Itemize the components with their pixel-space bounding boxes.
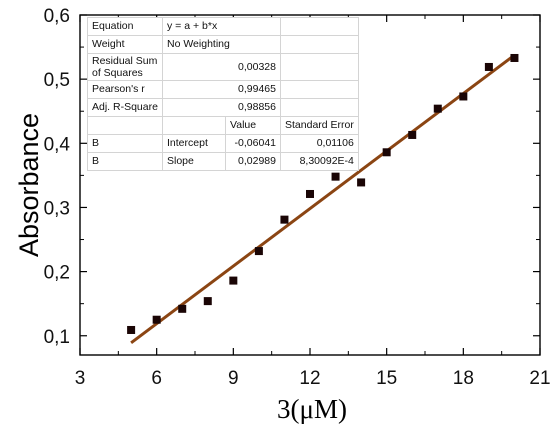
y-tick-label: 0,6 xyxy=(44,6,70,27)
stats-cell: 0,02989 xyxy=(225,152,281,171)
stats-cell: 8,30092E-4 xyxy=(280,152,359,171)
stats-cell: Adj. R-Square xyxy=(87,98,163,117)
stats-row: Value Standard Error xyxy=(87,116,359,135)
x-tick-label: 6 xyxy=(151,368,162,389)
stats-cell xyxy=(162,116,226,135)
stats-cell: 0,98856 xyxy=(162,98,281,117)
data-point xyxy=(203,297,212,306)
data-point xyxy=(254,247,263,256)
data-point xyxy=(152,315,161,324)
y-tick-label: 0,4 xyxy=(44,134,71,155)
x-tick-label: 18 xyxy=(453,368,474,389)
stats-cell: -0,06041 xyxy=(225,134,281,153)
stats-row: B Intercept -0,06041 0,01106 xyxy=(87,134,359,153)
fit-line-group xyxy=(130,53,516,344)
data-point xyxy=(229,276,238,285)
x-tick-label: 9 xyxy=(228,368,239,389)
stats-cell: Slope xyxy=(162,152,226,171)
stats-cell xyxy=(280,80,359,99)
data-point xyxy=(484,62,493,71)
x-tick-label: 21 xyxy=(529,368,550,389)
stats-row: Equation y = a + b*x xyxy=(87,17,359,36)
stats-row: Residual Sum of Squares 0,00328 xyxy=(87,53,359,81)
stats-cell: No Weighting xyxy=(162,35,281,54)
stats-cell: B xyxy=(87,152,163,171)
axis-labels: 3 6 9 12 15 18 21 0,1 0,2 0,3 0,4 0,5 0,6 xyxy=(44,6,550,389)
stats-cell: y = a + b*x xyxy=(162,17,281,36)
stats-cell xyxy=(280,35,359,54)
stats-cell: Intercept xyxy=(162,134,226,153)
data-point xyxy=(408,130,417,139)
y-tick-label: 0,3 xyxy=(44,198,70,219)
data-point xyxy=(510,53,519,62)
data-point xyxy=(433,104,442,113)
y-tick-label: 0,2 xyxy=(44,263,70,284)
stats-cell: 0,99465 xyxy=(162,80,281,99)
stats-row: Pearson's r 0,99465 xyxy=(87,80,359,99)
x-tick-label: 3 xyxy=(75,368,86,389)
stats-cell: 0,01106 xyxy=(280,134,359,153)
stats-row: Weight No Weighting xyxy=(87,35,359,54)
data-point xyxy=(459,92,468,101)
data-points xyxy=(127,53,519,334)
stats-cell xyxy=(280,53,359,81)
fit-line xyxy=(130,53,516,344)
stats-cell: Pearson's r xyxy=(87,80,163,99)
x-tick-label: 15 xyxy=(376,368,397,389)
stats-cell: 0,00328 xyxy=(162,53,281,81)
fit-stats-table: Equation y = a + b*x Weight No Weighting… xyxy=(87,17,359,171)
y-tick-label: 0,1 xyxy=(44,327,70,348)
stats-row: B Slope 0,02989 8,30092E-4 xyxy=(87,152,359,171)
stats-cell xyxy=(87,116,163,135)
data-point xyxy=(306,189,314,198)
stats-cell: B xyxy=(87,134,163,153)
stats-cell: Value xyxy=(225,116,281,135)
stats-cell: Weight xyxy=(87,35,163,54)
data-point xyxy=(178,304,187,313)
data-point xyxy=(331,172,340,181)
data-point xyxy=(127,325,136,334)
stats-cell xyxy=(280,17,359,36)
data-point xyxy=(280,215,289,224)
x-axis-title: 3(μM) xyxy=(277,394,347,424)
data-point xyxy=(382,148,391,157)
stats-cell xyxy=(280,98,359,117)
stats-cell: Standard Error xyxy=(280,116,359,135)
y-axis-title: Absorbance xyxy=(14,113,44,257)
y-tick-label: 0,5 xyxy=(44,70,70,91)
stats-cell: Residual Sum of Squares xyxy=(87,53,163,81)
x-tick-label: 12 xyxy=(299,368,320,389)
data-point xyxy=(357,178,366,187)
stats-row: Adj. R-Square 0,98856 xyxy=(87,98,359,117)
stats-cell: Equation xyxy=(87,17,163,36)
